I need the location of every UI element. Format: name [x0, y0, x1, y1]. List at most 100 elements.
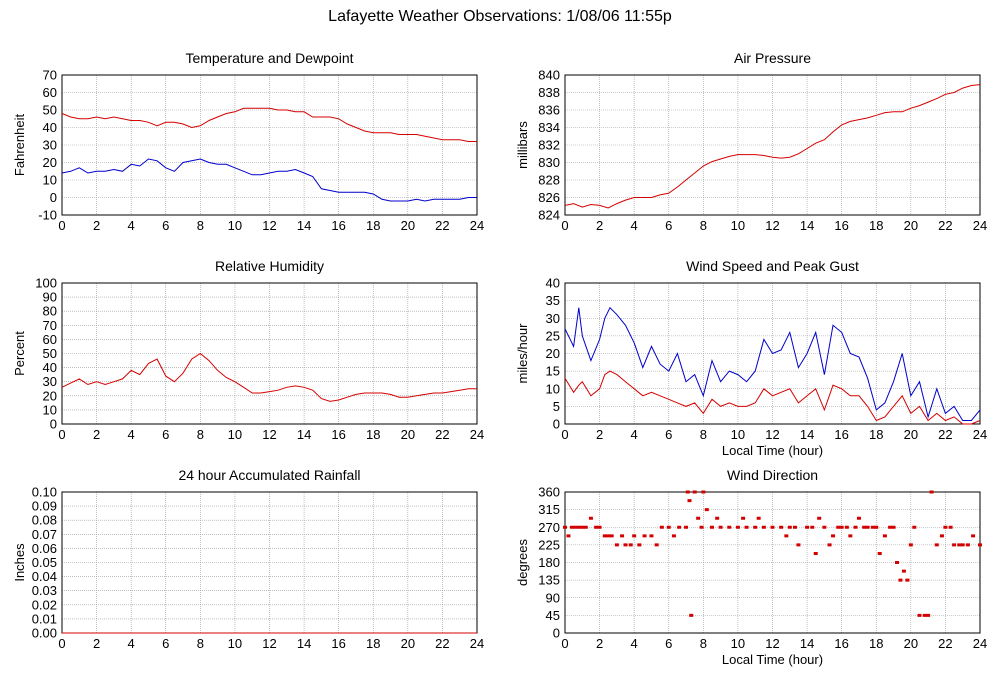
rain-title: 24 hour Accumulated Rainfall: [178, 467, 360, 483]
direction-point: [796, 543, 801, 547]
direction-point: [597, 525, 602, 529]
direction-point: [588, 516, 593, 520]
humidity-x-tick-label: 4: [128, 427, 135, 442]
direction-point: [888, 525, 893, 529]
humidity-x-tick-label: 16: [331, 427, 345, 442]
temp-y-tick-label: 40: [43, 120, 57, 135]
direction-point: [901, 569, 906, 573]
rain-x-tick-label: 12: [262, 636, 276, 651]
direction-x-tick-label: 22: [938, 636, 952, 651]
direction-point: [856, 516, 861, 520]
humidity-y-tick-label: 20: [43, 388, 57, 403]
direction-y-tick-label: 135: [538, 573, 560, 588]
rain-x-tick-label: 14: [297, 636, 311, 651]
temp-x-tick-label: 18: [366, 218, 380, 233]
wind-y-tick-label: 10: [546, 381, 560, 396]
direction-y-tick-label: 225: [538, 537, 560, 552]
direction-x-tick-label: 14: [800, 636, 814, 651]
direction-point: [805, 525, 810, 529]
direction-point: [620, 534, 625, 538]
direction-point: [882, 534, 887, 538]
temp-x-tick-label: 12: [262, 218, 276, 233]
direction-point: [779, 525, 784, 529]
humidity-series-0-line: [61, 352, 477, 402]
humidity-y-tick-label: 50: [43, 346, 57, 361]
direction-point: [770, 525, 775, 529]
wind-x-tick-label: 20: [904, 427, 918, 442]
direction-point: [848, 534, 853, 538]
humidity-x-tick-label: 0: [58, 427, 65, 442]
direction-point: [831, 534, 836, 538]
humidity-y-tick-label: 0: [50, 417, 57, 432]
direction-point: [912, 525, 917, 529]
direction-point: [971, 534, 976, 538]
direction-point: [632, 534, 637, 538]
direction-point: [696, 516, 701, 520]
direction-point: [922, 613, 927, 617]
temp-x-tick-label: 6: [162, 218, 169, 233]
temp-y-tick-label: 10: [43, 173, 57, 188]
direction-point: [701, 490, 706, 494]
rain-y-tick-label: 0.07: [32, 527, 57, 542]
temp-y-tick-label: 30: [43, 138, 57, 153]
wind-series-1-line: [564, 370, 981, 425]
direction-point: [609, 534, 614, 538]
humidity-frame: [61, 282, 478, 425]
rain-x-tick-label: 6: [162, 636, 169, 651]
direction-point: [659, 525, 664, 529]
wind-x-tick-label: 12: [765, 427, 779, 442]
humidity-y-tick-label: 30: [43, 374, 57, 389]
rain-y-tick-label: 0.08: [32, 513, 57, 528]
direction-point: [948, 525, 953, 529]
direction-y-tick-label: 315: [538, 502, 560, 517]
direction-point: [870, 525, 875, 529]
direction-x-tick-label: 6: [665, 636, 672, 651]
wind-chart: 0 2 4 6 8 10 12 14 16 18 20 22 240510152025303540Win…: [515, 258, 987, 458]
temp-y-tick-label: 50: [43, 103, 57, 118]
direction-point: [934, 543, 939, 547]
direction-point: [576, 525, 581, 529]
wind-series-0-line: [564, 306, 981, 421]
direction-point: [580, 525, 585, 529]
direction-point: [787, 525, 792, 529]
direction-point: [735, 525, 740, 529]
humidity-y-tick-label: 90: [43, 290, 57, 305]
direction-point: [810, 525, 815, 529]
rain-x-tick-label: 18: [366, 636, 380, 651]
wind-x-tick-label: 4: [631, 427, 638, 442]
direction-point: [929, 490, 934, 494]
direction-y-tick-label: 0: [553, 626, 560, 641]
direction-point: [943, 525, 948, 529]
direction-point: [666, 525, 671, 529]
direction-point: [628, 543, 633, 547]
direction-point: [891, 525, 896, 529]
humidity-x-tick-label: 12: [262, 427, 276, 442]
humidity-y-axis-label: Percent: [12, 331, 27, 376]
direction-point: [756, 516, 761, 520]
direction-x-tick-label: 24: [973, 636, 987, 651]
wind-y-tick-label: 40: [546, 276, 560, 291]
direction-point: [569, 525, 574, 529]
page-title: Lafayette Weather Observations: 1/08/06 …: [328, 8, 672, 25]
direction-point: [699, 525, 704, 529]
direction-x-axis-label: Local Time (hour): [722, 652, 823, 667]
humidity-title: Relative Humidity: [215, 258, 324, 274]
temp-y-tick-label: 70: [43, 68, 57, 83]
direction-point: [642, 534, 647, 538]
rain-x-tick-label: 22: [435, 636, 449, 651]
pressure-x-tick-label: 0: [561, 218, 568, 233]
pressure-y-tick-label: 826: [538, 190, 560, 205]
temp-x-tick-label: 10: [228, 218, 242, 233]
direction-x-tick-label: 8: [700, 636, 707, 651]
direction-y-axis-label: degrees: [515, 539, 530, 586]
direction-point: [822, 525, 827, 529]
rain-y-tick-label: 0.04: [32, 569, 57, 584]
direction-y-tick-label: 45: [546, 608, 560, 623]
wind-x-tick-label: 10: [731, 427, 745, 442]
direction-point: [939, 534, 944, 538]
temp-y-tick-label: 60: [43, 85, 57, 100]
wind-y-tick-label: 5: [553, 399, 560, 414]
humidity-y-tick-label: 70: [43, 318, 57, 333]
direction-point: [865, 525, 870, 529]
